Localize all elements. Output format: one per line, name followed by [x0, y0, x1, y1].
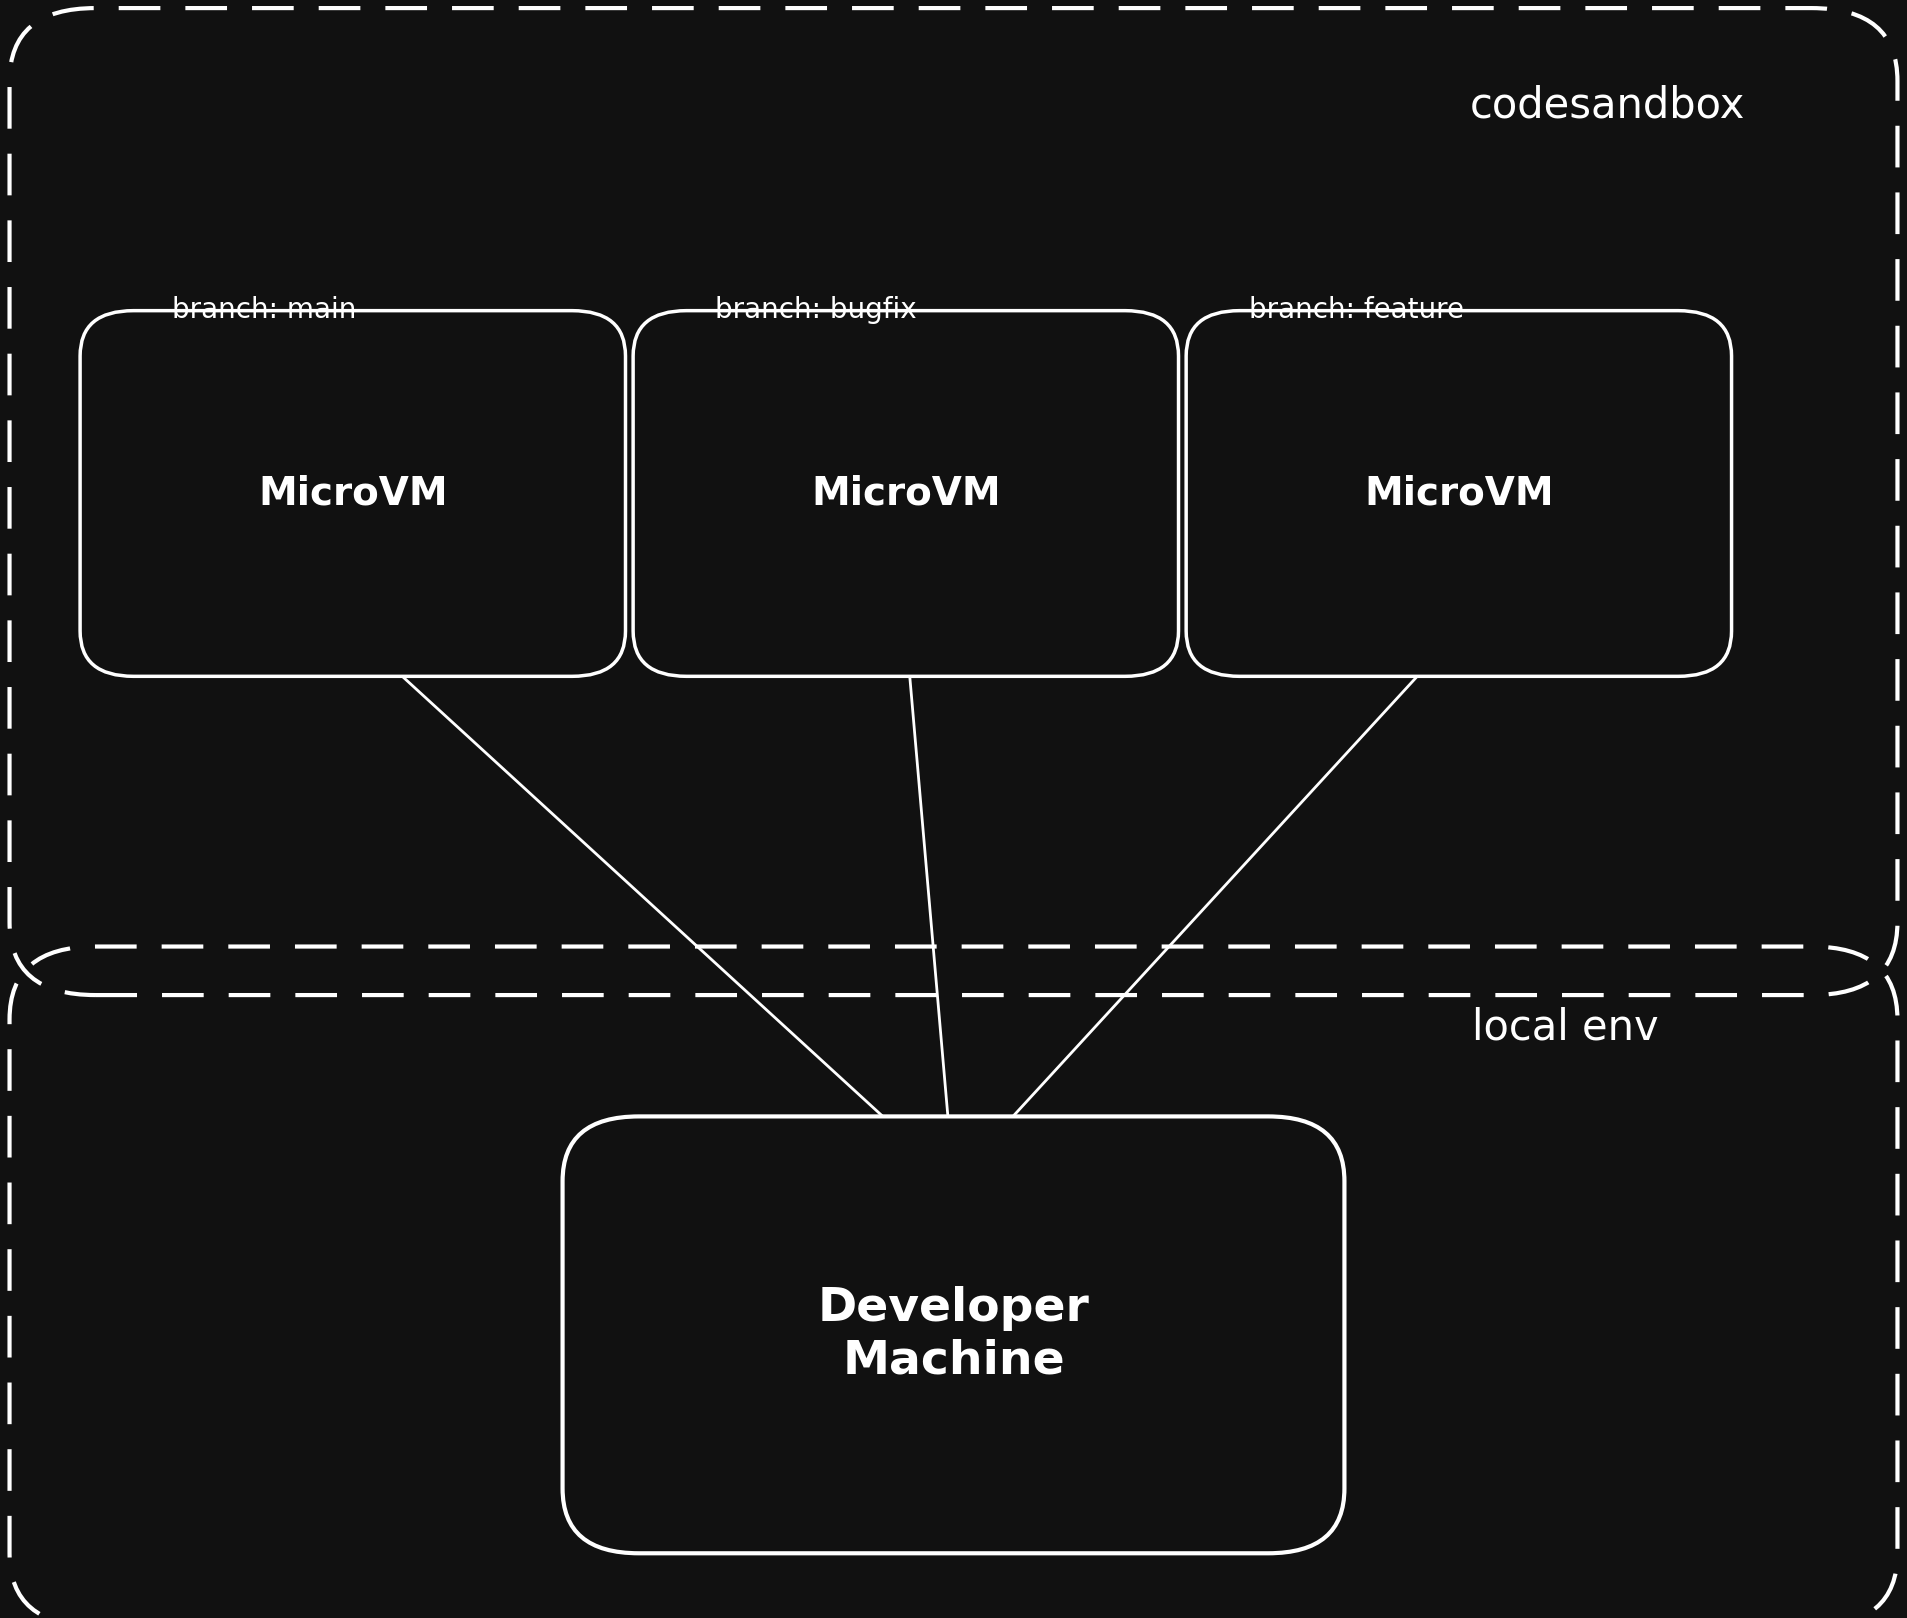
- Text: branch: bugfix: branch: bugfix: [715, 296, 917, 324]
- Text: branch: feature: branch: feature: [1249, 296, 1465, 324]
- FancyBboxPatch shape: [1186, 311, 1732, 676]
- Text: codesandbox: codesandbox: [1470, 84, 1745, 126]
- FancyBboxPatch shape: [563, 1116, 1344, 1553]
- Text: MicroVM: MicroVM: [257, 474, 448, 513]
- Text: MicroVM: MicroVM: [810, 474, 1001, 513]
- FancyBboxPatch shape: [633, 311, 1179, 676]
- FancyBboxPatch shape: [80, 311, 625, 676]
- Text: Developer
Machine: Developer Machine: [818, 1286, 1089, 1383]
- Text: MicroVM: MicroVM: [1364, 474, 1554, 513]
- Text: local env: local env: [1472, 1006, 1659, 1048]
- Text: branch: main: branch: main: [172, 296, 357, 324]
